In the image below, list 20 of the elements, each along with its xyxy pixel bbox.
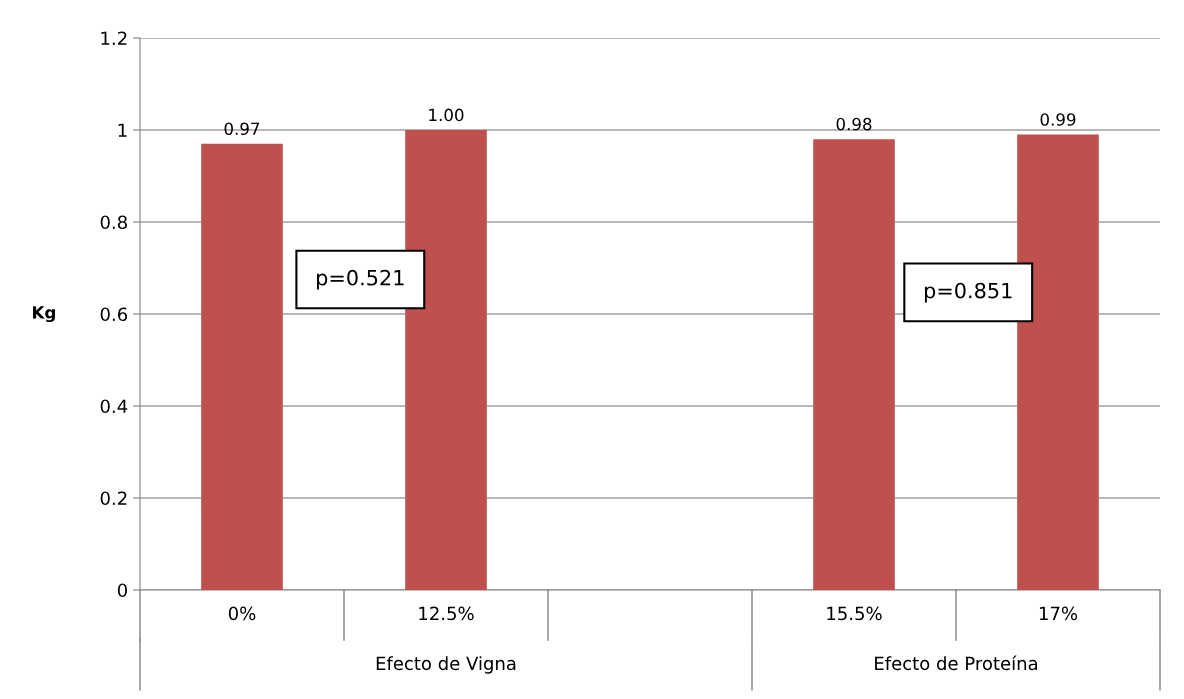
annotation: p=0.851 [924, 282, 1012, 303]
text: Efecto de Vigna [376, 656, 516, 674]
x-tick-label: 15.5% [827, 606, 882, 621]
data-label: 0.99 [1040, 113, 1076, 126]
x-tick-label: 0% [228, 606, 256, 621]
y-tick-label: 0.2 [100, 491, 127, 506]
y-tick-label: 1 [118, 123, 127, 137]
data-label: 0.97 [224, 122, 260, 136]
y-axis-title: Kg [33, 306, 55, 323]
data-label: 0.98 [836, 117, 872, 131]
y-tick-label: 0.8 [100, 215, 127, 230]
y-tick-label: 1.2 [101, 31, 127, 45]
x-tick-label: 12.5% [419, 606, 474, 621]
y-tick-label: 0.6 [100, 307, 128, 322]
text: Efecto de Proteína [875, 655, 1038, 671]
data-label: 1.00 [429, 108, 464, 122]
annotation: p=0.521 [317, 269, 404, 290]
x-tick-label: 17% [1039, 606, 1078, 621]
y-tick-label: 0.4 [100, 399, 128, 414]
y-tick-label: 0 [117, 583, 127, 598]
